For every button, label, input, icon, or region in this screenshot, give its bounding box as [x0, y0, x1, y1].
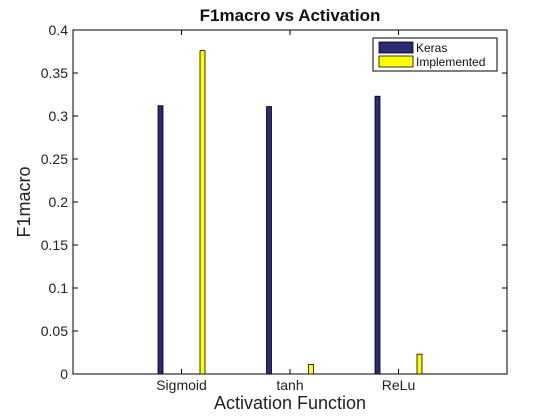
legend: Keras Implemented: [372, 37, 498, 72]
bar-keras-relu: [374, 95, 381, 375]
y-axis-label: F1macro: [14, 166, 34, 237]
legend-swatch-implemented: [378, 55, 414, 68]
x-axis-label: Activation Function: [214, 393, 366, 413]
legend-swatch-keras: [378, 41, 414, 54]
plot-area: [72, 29, 508, 375]
bar-implemented-tanh: [308, 364, 314, 375]
bar-keras-sigmoid: [157, 105, 164, 375]
bar-implemented-relu: [416, 353, 423, 375]
x-tick-label: ReLu: [382, 377, 415, 393]
y-tick-label: 0.25: [41, 151, 68, 167]
y-axis: 0 0.05 0.1 0.15 0.2 0.25 0.3 0.35 0.4: [41, 22, 507, 382]
y-tick-label: 0.2: [49, 194, 69, 210]
y-tick-label: 0.15: [41, 237, 68, 253]
bars: [157, 50, 423, 375]
y-tick-label: 0: [60, 366, 68, 382]
x-axis: Sigmoid tanh ReLu: [156, 30, 415, 393]
chart-title: F1macro vs Activation: [200, 6, 381, 25]
y-tick-label: 0.1: [49, 280, 69, 296]
y-tick-label: 0.05: [41, 323, 68, 339]
legend-label-implemented: Implemented: [416, 55, 485, 69]
x-tick-label: Sigmoid: [156, 377, 207, 393]
legend-label-keras: Keras: [416, 41, 447, 55]
bar-keras-tanh: [266, 106, 272, 375]
y-tick-label: 0.35: [41, 65, 68, 81]
y-tick-label: 0.3: [49, 108, 69, 124]
y-tick-label: 0.4: [49, 22, 69, 38]
bar-implemented-sigmoid: [199, 50, 206, 375]
x-tick-label: tanh: [276, 377, 303, 393]
